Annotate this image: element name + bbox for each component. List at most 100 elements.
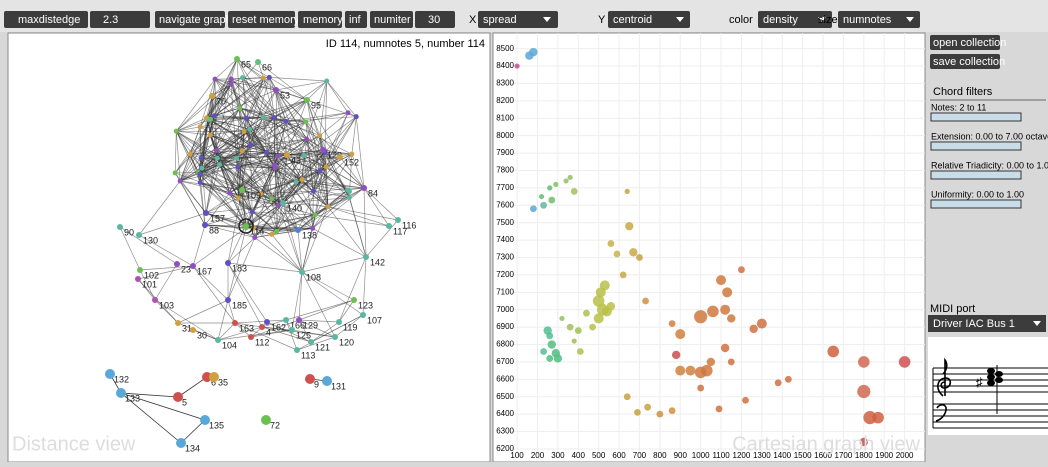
node	[135, 276, 141, 282]
node	[136, 232, 142, 238]
x-tick-label: 900	[674, 451, 688, 460]
y-tick-label: 8300	[496, 79, 514, 88]
range-slider[interactable]	[931, 113, 1021, 121]
point	[636, 254, 643, 261]
point	[572, 338, 577, 343]
point	[785, 376, 792, 383]
value: 30	[428, 14, 440, 26]
node-label: 119	[343, 322, 357, 332]
point	[614, 251, 621, 258]
node	[303, 119, 308, 124]
node	[295, 227, 301, 233]
y-tick-label: 8100	[496, 113, 514, 122]
node	[243, 223, 249, 229]
point	[625, 189, 630, 194]
node	[247, 127, 252, 132]
node	[244, 116, 249, 121]
distance-view[interactable]	[8, 33, 490, 462]
point	[697, 385, 704, 392]
node	[264, 150, 269, 155]
filter-label: Extension: 0.00 to 7.00 octaves	[931, 131, 1048, 141]
node	[204, 115, 209, 120]
point	[642, 298, 649, 305]
node	[347, 195, 352, 200]
point	[548, 340, 556, 348]
node	[213, 77, 218, 82]
node	[269, 196, 274, 201]
node	[267, 75, 272, 80]
node-label: 104	[222, 340, 237, 350]
range-slider[interactable]	[931, 142, 1021, 150]
node-label: 133	[125, 393, 140, 403]
node	[324, 165, 329, 170]
node	[274, 229, 279, 234]
point	[742, 397, 749, 404]
node	[280, 200, 286, 206]
y-tick-label: 7000	[496, 305, 514, 314]
info: ID 114, numnotes 5, number 114	[326, 38, 485, 50]
filter-label: Uniformity: 0.00 to 1.00	[931, 189, 1024, 199]
node	[264, 319, 270, 325]
point	[594, 313, 604, 323]
node	[294, 180, 299, 185]
range-slider[interactable]	[931, 200, 1021, 208]
node	[225, 260, 231, 266]
node-label: 65	[241, 59, 251, 69]
node-label: 30	[197, 330, 207, 340]
node	[173, 170, 178, 175]
point	[775, 379, 782, 386]
x-tick-label: 1000	[692, 451, 710, 460]
node-label: 185	[232, 300, 247, 310]
node	[320, 147, 326, 153]
node-label: 130	[143, 235, 158, 245]
node	[137, 267, 143, 273]
y-tick-label: 8500	[496, 44, 514, 53]
y-tick-label: 7100	[496, 287, 514, 296]
node	[255, 59, 261, 65]
node-label: 134	[185, 443, 200, 453]
value: 2.3	[103, 14, 118, 26]
point	[554, 354, 562, 362]
node	[232, 320, 238, 326]
filters-title: Chord filters	[933, 86, 993, 98]
point	[669, 320, 676, 327]
node	[188, 152, 193, 157]
node	[199, 166, 204, 171]
node	[337, 154, 343, 160]
node	[227, 190, 232, 195]
node	[294, 347, 300, 353]
point	[577, 348, 584, 355]
y-tick-label: 6300	[496, 427, 514, 436]
node-label: 140	[287, 203, 302, 213]
number-box[interactable]	[90, 11, 150, 28]
node-label: 101	[142, 279, 157, 289]
node	[289, 327, 295, 333]
node-label: 183	[232, 263, 247, 273]
range-slider[interactable]	[931, 171, 1021, 179]
point	[530, 205, 537, 212]
value: centroid	[613, 14, 652, 26]
x-tick-label: 700	[633, 451, 647, 460]
point	[827, 346, 839, 358]
point	[634, 409, 641, 416]
y-tick-label: 8000	[496, 131, 514, 140]
point	[857, 385, 870, 398]
node	[217, 162, 222, 167]
label: reset memory	[232, 14, 300, 26]
node-label: 112	[255, 337, 269, 347]
node	[234, 56, 240, 62]
node	[311, 189, 316, 194]
node	[308, 339, 314, 345]
value: density	[763, 14, 798, 26]
node-label: 135	[209, 420, 224, 430]
point	[716, 406, 723, 413]
point	[716, 275, 726, 285]
point	[548, 197, 555, 204]
node	[284, 119, 289, 124]
x-tick-label: 300	[551, 451, 565, 460]
node-label: 163	[239, 323, 254, 333]
value: Driver IAC Bus 1	[933, 318, 1015, 330]
node	[198, 180, 203, 185]
node-label: 167	[197, 266, 212, 276]
node	[361, 185, 367, 191]
